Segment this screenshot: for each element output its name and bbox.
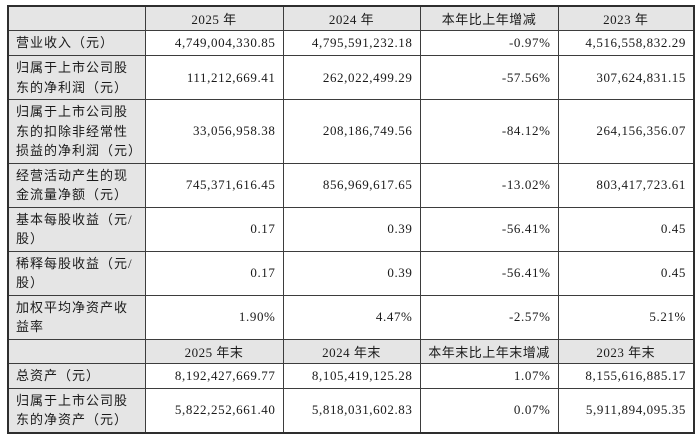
col-header-yoy-change: 本年比上年增减 [419,5,559,31]
col-header-blank [7,5,146,31]
value-cell: 5,818,031,602.83 [282,387,421,433]
header-row-annual: 2025 年 2024 年 本年比上年增减 2023 年 [7,5,695,31]
value-cell: 4.47% [282,294,421,340]
row-weighted-avg-roe: 加权平均净资产收益率 1.90% 4.47% -2.57% 5.21% [7,294,695,340]
value-cell: 0.07% [419,387,559,433]
value-cell: 4,516,558,832.29 [557,30,695,56]
row-label: 归属于上市公司股东的扣除非经常性损益的净利润（元） [7,99,146,164]
col-header-end-change: 本年末比上年末增减 [419,338,559,364]
value-cell: 8,155,616,885.17 [557,362,695,389]
col-header-2023-end: 2023 年末 [557,338,695,364]
col-header-2025: 2025 年 [144,5,284,31]
value-cell: 8,192,427,669.77 [144,362,284,389]
value-cell: 264,156,356.07 [557,99,695,164]
value-cell: 5,822,252,661.40 [144,387,284,433]
value-cell: 33,056,958.38 [144,99,284,164]
value-cell: 4,749,004,330.85 [144,30,284,56]
row-label: 总资产（元） [7,362,146,389]
row-operating-revenue: 营业收入（元） 4,749,004,330.85 4,795,591,232.1… [7,30,695,56]
value-cell: 0.45 [557,250,695,296]
col-header-2024-end: 2024 年末 [282,338,421,364]
value-cell: 111,212,669.41 [144,55,284,100]
row-diluted-eps: 稀释每股收益（元/股） 0.17 0.39 -56.41% 0.45 [7,250,695,296]
value-cell: 745,371,616.45 [144,162,284,208]
row-label: 归属于上市公司股东的净利润（元） [7,55,146,100]
value-cell: 262,022,499.29 [282,55,421,100]
row-label: 营业收入（元） [7,30,146,56]
row-net-assets: 归属于上市公司股东的净资产（元） 5,822,252,661.40 5,818,… [7,387,695,433]
value-cell: 4,795,591,232.18 [282,30,421,56]
row-label: 归属于上市公司股东的净资产（元） [7,387,146,433]
value-cell: 208,186,749.56 [282,99,421,164]
value-cell: 0.17 [144,206,284,252]
row-net-profit: 归属于上市公司股东的净利润（元） 111,212,669.41 262,022,… [7,55,695,100]
value-cell: 803,417,723.61 [557,162,695,208]
value-cell: 1.07% [419,362,559,389]
row-net-profit-excl-nonrecurring: 归属于上市公司股东的扣除非经常性损益的净利润（元） 33,056,958.38 … [7,99,695,164]
value-cell: -2.57% [419,294,559,340]
value-cell: 0.39 [282,206,421,252]
value-cell: 0.39 [282,250,421,296]
col-header-blank [7,338,146,364]
key-financials-table: 2025 年 2024 年 本年比上年增减 2023 年 营业收入（元） 4,7… [7,5,695,434]
row-label: 经营活动产生的现金流量净额（元） [7,162,146,208]
value-cell: -84.12% [419,99,559,164]
document-page: 2025 年 2024 年 本年比上年增减 2023 年 营业收入（元） 4,7… [7,5,695,434]
value-cell: -57.56% [419,55,559,100]
value-cell: -0.97% [419,30,559,56]
col-header-2025-end: 2025 年末 [144,338,284,364]
row-basic-eps: 基本每股收益（元/股） 0.17 0.39 -56.41% 0.45 [7,206,695,252]
value-cell: -13.02% [419,162,559,208]
row-label: 稀释每股收益（元/股） [7,250,146,296]
row-label: 加权平均净资产收益率 [7,294,146,340]
value-cell: 5.21% [557,294,695,340]
value-cell: -56.41% [419,250,559,296]
col-header-2023: 2023 年 [557,5,695,31]
value-cell: 0.17 [144,250,284,296]
row-total-assets: 总资产（元） 8,192,427,669.77 8,105,419,125.28… [7,362,695,389]
row-label: 基本每股收益（元/股） [7,206,146,252]
header-row-period-end: 2025 年末 2024 年末 本年末比上年末增减 2023 年末 [7,338,695,364]
value-cell: 307,624,831.15 [557,55,695,100]
value-cell: 8,105,419,125.28 [282,362,421,389]
col-header-2024: 2024 年 [282,5,421,31]
value-cell: 5,911,894,095.35 [557,387,695,433]
value-cell: 1.90% [144,294,284,340]
value-cell: 856,969,617.65 [282,162,421,208]
value-cell: 0.45 [557,206,695,252]
value-cell: -56.41% [419,206,559,252]
row-operating-cash-flow: 经营活动产生的现金流量净额（元） 745,371,616.45 856,969,… [7,162,695,208]
